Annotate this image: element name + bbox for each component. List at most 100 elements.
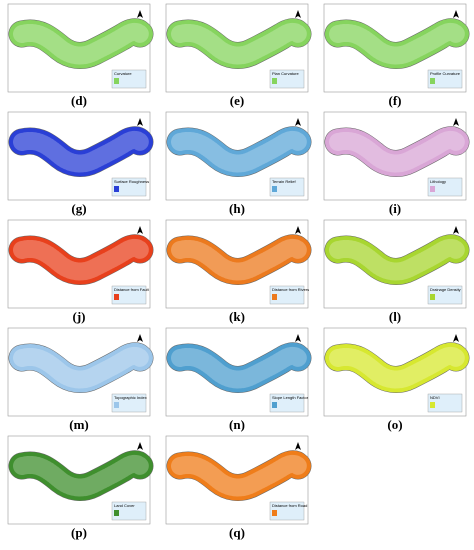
panel-label: (o) (387, 417, 402, 432)
study-area (9, 126, 153, 177)
study-area (167, 234, 311, 285)
legend-box (269, 501, 305, 521)
texture (171, 22, 307, 65)
legend-swatch (430, 78, 435, 84)
panel-label: (p) (71, 525, 87, 540)
north-arrow (453, 226, 459, 234)
study-area (9, 234, 153, 285)
legend-swatch (272, 402, 277, 408)
study-area (167, 18, 311, 69)
panel-label: (n) (229, 417, 245, 432)
legend-title: Land Cover (114, 503, 135, 508)
texture (13, 238, 149, 281)
panel-label: (g) (71, 201, 86, 216)
legend-title: Distance from Rivers (272, 287, 309, 292)
north-arrow (295, 10, 301, 18)
north-arrow (137, 226, 143, 234)
study-area (9, 18, 153, 69)
north-arrow (137, 442, 143, 450)
panel-label: (k) (229, 309, 245, 324)
legend-box (111, 177, 147, 197)
panel-label: (d) (71, 93, 87, 108)
texture (13, 454, 149, 497)
study-area (325, 342, 469, 393)
texture (13, 346, 149, 389)
legend-box (269, 177, 305, 197)
legend-swatch (272, 294, 277, 300)
north-arrow (137, 10, 143, 18)
legend-swatch (430, 186, 435, 192)
north-arrow (295, 442, 301, 450)
texture (171, 130, 307, 173)
map-panel: Land Cover (p) (7, 435, 154, 540)
legend-box (111, 285, 147, 305)
map-panel: Profile Curvature (f) (323, 3, 470, 108)
legend-title: Topographic Index (114, 395, 147, 400)
north-arrow (453, 334, 459, 342)
panel-label: (e) (230, 93, 244, 108)
legend-title: Surface Roughness (114, 179, 149, 184)
legend-swatch (114, 402, 119, 408)
study-area (325, 126, 469, 177)
texture (171, 454, 307, 497)
north-arrow (137, 334, 143, 342)
legend-swatch (114, 78, 119, 84)
legend-title: Distance from Road (272, 503, 307, 508)
study-area (9, 450, 153, 501)
texture (329, 130, 465, 173)
legend-box (269, 285, 305, 305)
texture (13, 130, 149, 173)
study-area (325, 234, 469, 285)
legend-title: NDVI (430, 395, 440, 400)
texture (171, 238, 307, 281)
map-panel: Surface Roughness (g) (7, 111, 154, 216)
panel-label: (m) (69, 417, 89, 432)
texture (329, 238, 465, 281)
legend-box (427, 285, 463, 305)
study-area (9, 342, 153, 393)
map-panel: Curvature (d) (7, 3, 154, 108)
legend-title: Terrain Relief (272, 179, 296, 184)
map-panel: Terrain Relief (h) (165, 111, 312, 216)
legend-box (427, 177, 463, 197)
legend-swatch (272, 186, 277, 192)
north-arrow (453, 10, 459, 18)
legend-swatch (272, 510, 277, 516)
map-panel: Slope Length Factor (n) (165, 327, 312, 432)
map-panel: Distance from Rivers (k) (165, 219, 312, 324)
panel-label: (l) (389, 309, 401, 324)
texture (13, 22, 149, 65)
map-panel: Distance from Fault (j) (7, 219, 154, 324)
map-panel: Drainage Density (l) (323, 219, 470, 324)
north-arrow (295, 118, 301, 126)
legend-title: Curvature (114, 71, 132, 76)
north-arrow (137, 118, 143, 126)
legend-box (111, 501, 147, 521)
panel-label: (h) (229, 201, 245, 216)
map-panel: NDVI (o) (323, 327, 470, 432)
map-panel: Lithology (i) (323, 111, 470, 216)
legend-box (427, 69, 463, 89)
legend-swatch (114, 294, 119, 300)
texture (329, 346, 465, 389)
legend-swatch (114, 186, 119, 192)
panel-label: (f) (389, 93, 402, 108)
north-arrow (295, 334, 301, 342)
study-area (167, 450, 311, 501)
panel-label: (q) (229, 525, 245, 540)
legend-title: Plan Curvature (272, 71, 299, 76)
legend-box (111, 393, 147, 413)
panel-label: (i) (389, 201, 401, 216)
study-area (167, 126, 311, 177)
north-arrow (453, 118, 459, 126)
legend-title: Lithology (430, 179, 446, 184)
legend-swatch (430, 402, 435, 408)
map-panel: Plan Curvature (e) (165, 3, 312, 108)
map-panel: Distance from Road (q) (165, 435, 312, 540)
legend-box (269, 393, 305, 413)
legend-box (427, 393, 463, 413)
legend-swatch (272, 78, 277, 84)
north-arrow (295, 226, 301, 234)
texture (329, 22, 465, 65)
